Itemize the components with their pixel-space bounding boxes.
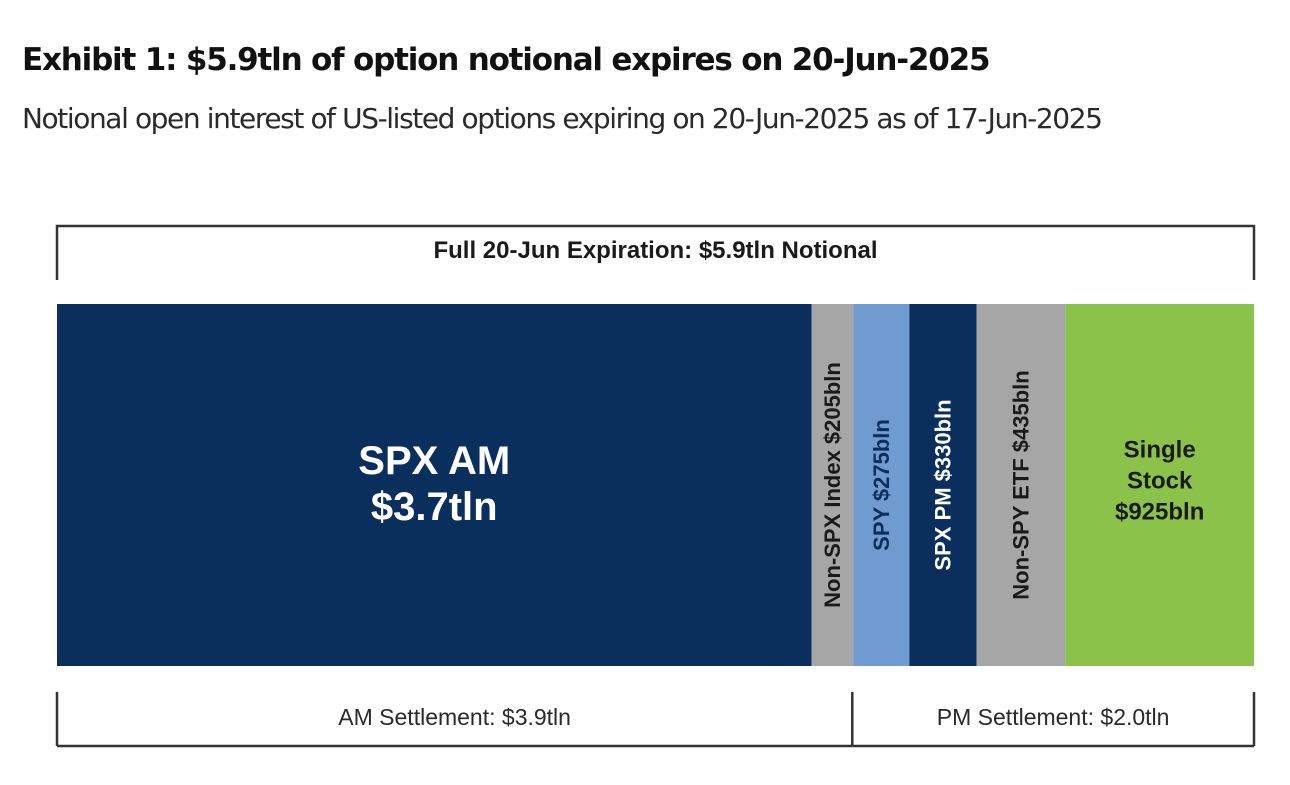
group-label-am-settlement: AM Settlement: $3.9tln (338, 704, 571, 730)
segment-label-spx-pm: SPX PM $330bln (931, 399, 956, 570)
chart-title: Exhibit 1: $5.9tln of option notional ex… (22, 42, 991, 78)
segment-label-non-spx-index: Non-SPX Index $205bln (820, 362, 845, 608)
segment-label-non-spy-etf: Non-SPY ETF $435bln (1009, 370, 1034, 599)
segment-label-spx-am: SPX AM $3.7tln (358, 439, 510, 529)
group-label-pm-settlement: PM Settlement: $2.0tln (937, 704, 1170, 730)
bar-segment-single-stock (1065, 304, 1254, 666)
bar-segment-spx-pm (909, 304, 977, 666)
bar-segment-spy (853, 304, 910, 666)
total-bracket (55, 224, 1256, 280)
group-bracket-pm-settlement (852, 692, 1256, 748)
chart-subtitle: Notional open interest of US-listed opti… (22, 102, 1103, 135)
bar-segment-non-spx-index (811, 304, 854, 666)
bar-segment-non-spy-etf (976, 304, 1066, 666)
total-label: Full 20-Jun Expiration: $5.9tln Notional (433, 237, 877, 264)
bar-segment-spx-am (57, 304, 812, 666)
segment-label-spy: SPY $275bln (869, 419, 894, 551)
group-bracket-am-settlement (55, 692, 854, 748)
segment-label-single-stock: Single Stock $925bln (1115, 436, 1204, 525)
